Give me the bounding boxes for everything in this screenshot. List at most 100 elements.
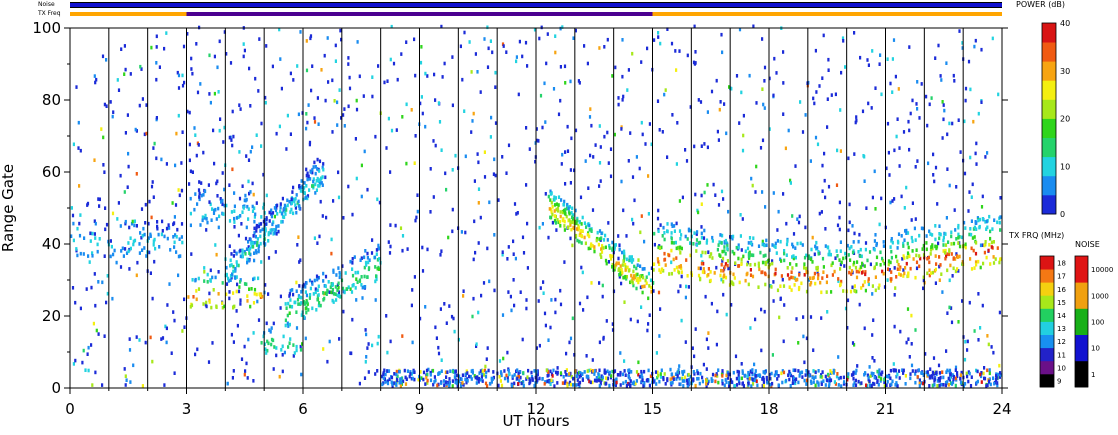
cell-3254: [949, 263, 952, 268]
cell-1189: [363, 376, 367, 380]
x-tick-label-0: 0: [65, 400, 75, 418]
cell-3295: [928, 268, 931, 273]
cell-2048: [842, 375, 845, 380]
cell-150: [893, 148, 896, 153]
cell-3596: [746, 271, 749, 276]
cell-274: [631, 217, 634, 222]
cell-1308: [623, 300, 626, 304]
cell-696: [669, 367, 672, 372]
cell-1243: [629, 131, 632, 135]
cell-2949: [326, 289, 329, 293]
cell-2231: [878, 368, 881, 372]
cell-1790: [827, 378, 830, 383]
x-tick-label-7: 21: [876, 400, 895, 418]
y-axis-label: Range Gate: [0, 164, 17, 252]
cell-491: [470, 130, 473, 134]
cell-3822: [675, 246, 678, 251]
cell-694: [874, 86, 877, 90]
cell-2172: [629, 384, 632, 388]
cell-520: [564, 379, 567, 383]
cell-2030: [794, 368, 797, 373]
cell-213: [490, 115, 493, 120]
cell-118: [760, 348, 763, 353]
cell-136: [898, 164, 901, 168]
cell-3356: [840, 260, 843, 265]
cell-33: [705, 337, 708, 342]
cell-3584: [938, 236, 941, 241]
cell-1562: [479, 369, 482, 373]
cell-3708: [852, 240, 855, 244]
cell-3358: [672, 257, 675, 262]
cell-2044: [624, 373, 627, 377]
cell-1395: [388, 251, 392, 255]
cell-1951: [837, 383, 840, 387]
cell-3560: [988, 214, 991, 219]
cell-440: [526, 64, 529, 68]
cell-2530: [198, 191, 201, 196]
cell-2043: [600, 374, 603, 378]
cell-1998: [676, 374, 679, 379]
cell-2487: [215, 181, 218, 186]
cell-2261: [466, 371, 469, 375]
cell-3716: [700, 261, 703, 266]
cell-1369: [437, 382, 440, 387]
cell-3556: [790, 275, 793, 280]
cell-266: [336, 100, 339, 105]
cell-2967: [349, 259, 352, 264]
cell-3590: [990, 240, 993, 245]
cell-3455: [765, 260, 768, 265]
cell-3173: [562, 217, 565, 221]
cell-2523: [193, 207, 196, 212]
cell-3274: [985, 255, 988, 260]
cell-20: [524, 40, 528, 45]
cell-795: [274, 250, 277, 254]
cell-2019: [947, 376, 950, 381]
cell-650: [411, 288, 414, 292]
cell-640: [589, 107, 592, 111]
cell-1721: [619, 370, 622, 375]
cell-1477: [959, 377, 962, 381]
cell-798: [627, 68, 630, 72]
cell-2383: [153, 237, 156, 242]
cell-218: [90, 343, 93, 347]
cell-1108: [908, 45, 911, 49]
cell-1062: [948, 183, 951, 188]
cell-1432: [936, 379, 939, 383]
cell-2147: [550, 378, 553, 383]
cell-425: [328, 339, 331, 344]
cell-556: [561, 152, 564, 157]
cell-3456: [954, 257, 957, 261]
cell-132: [858, 302, 861, 307]
cell-1627: [572, 383, 575, 387]
cell-3462: [705, 238, 709, 243]
cell-2840: [298, 295, 301, 299]
cell-3046: [591, 244, 594, 248]
cell-2372: [120, 249, 123, 253]
cell-3200: [551, 205, 554, 209]
cell-1423: [891, 379, 894, 384]
cell-2950: [288, 311, 291, 315]
cell-287: [573, 353, 576, 357]
cell-2088: [581, 378, 584, 382]
cell-2023: [751, 368, 754, 372]
cell-1706: [393, 381, 396, 385]
cell-2079: [422, 370, 426, 375]
cell-2531: [239, 214, 242, 218]
cell-3852: [720, 241, 723, 245]
cell-2341: [174, 233, 177, 237]
cell-3098: [551, 212, 554, 217]
cell-3557: [697, 266, 700, 271]
power-colorbar-tick-4: 40: [1060, 19, 1070, 28]
cell-1152: [289, 132, 292, 136]
cell-416: [920, 82, 923, 86]
cell-3516: [686, 274, 689, 278]
cell-3208: [611, 265, 614, 269]
cell-1277: [206, 220, 209, 225]
cell-3494: [964, 226, 967, 230]
cell-2190: [390, 380, 393, 384]
cell-81: [986, 151, 989, 155]
cell-2481: [220, 200, 223, 204]
cell-1247: [633, 198, 636, 203]
cell-2767: [273, 345, 276, 349]
tx_freq-colorbar-seg-1: [1040, 360, 1054, 375]
